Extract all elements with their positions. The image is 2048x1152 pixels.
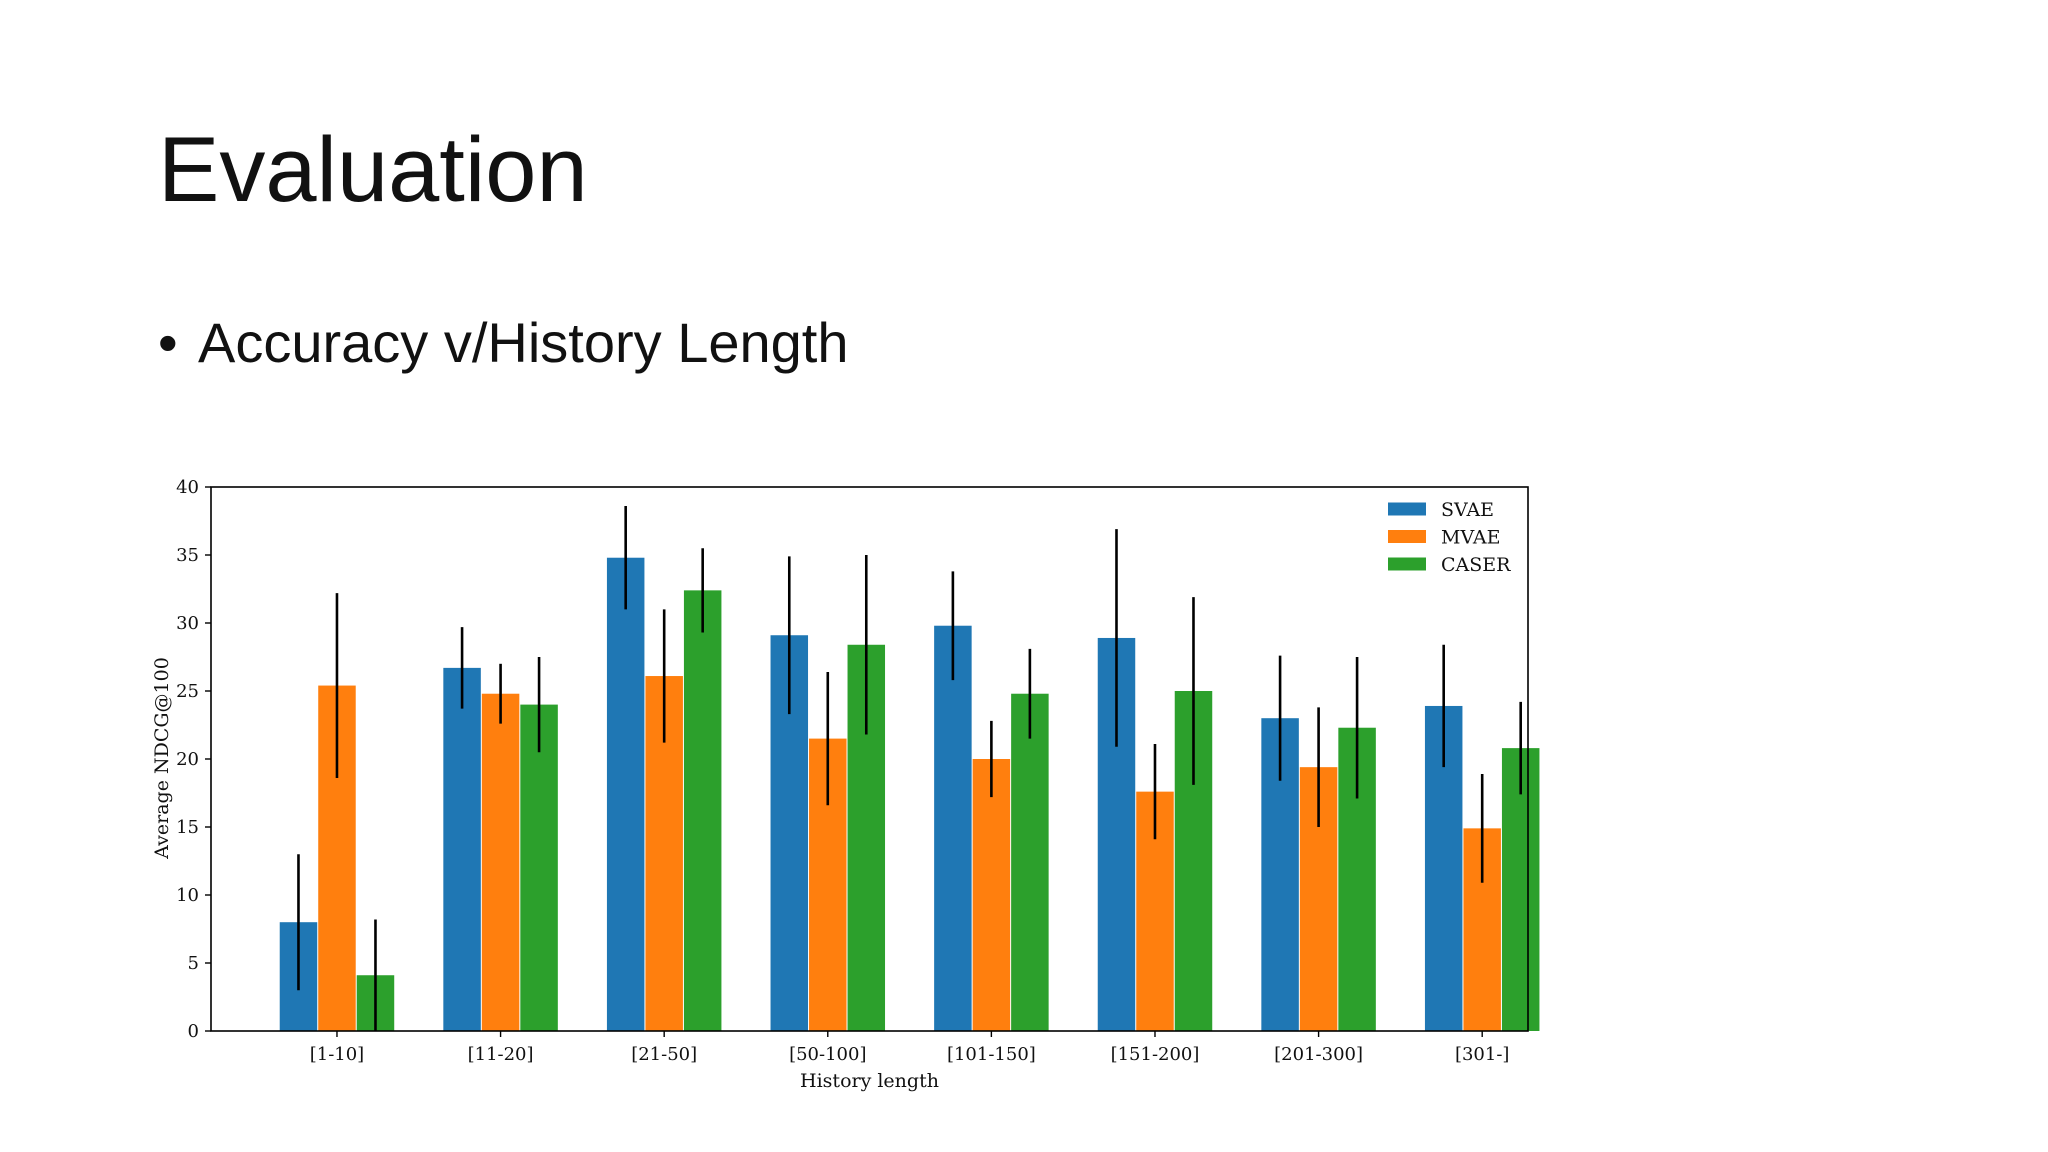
legend-swatch-caser (1388, 557, 1426, 571)
y-tick-label: 40 (176, 477, 199, 498)
bullet-text: Accuracy v/History Length (198, 311, 849, 374)
bars-layer (279, 557, 1540, 1031)
y-tick-label: 0 (188, 1021, 199, 1042)
bullet-item: • Accuracy v/History Length (158, 310, 848, 375)
y-tick-label: 25 (176, 681, 199, 702)
bar-mvae-2 (481, 693, 520, 1031)
legend-swatch-svae (1388, 502, 1426, 516)
y-tick-label: 5 (188, 953, 199, 974)
x-axis: [1-10] [11-20] [21-50] [50-100] [101-150] [15… (310, 1031, 1509, 1065)
x-axis-label: History length (800, 1070, 939, 1092)
legend-swatch-mvae (1388, 530, 1426, 543)
x-tick-label: [201-300] (1274, 1044, 1363, 1065)
bar-caser-5 (1011, 693, 1049, 1031)
bar-svae-3 (606, 557, 645, 1031)
legend: SVAE MVAE CASER (1388, 499, 1511, 576)
bar-svae-5 (934, 625, 972, 1031)
bar-caser-3 (683, 590, 722, 1031)
error-bars-layer (297, 506, 1522, 1031)
x-tick-label: [11-20] (468, 1044, 534, 1065)
x-tick-label: [50-100] (789, 1044, 866, 1065)
x-tick-label: [101-150] (947, 1044, 1036, 1065)
bullet-marker: • (158, 311, 178, 374)
legend-label-caser: CASER (1441, 554, 1511, 576)
y-tick-label: 35 (176, 545, 199, 566)
bar-caser-8 (1501, 748, 1540, 1031)
x-tick-label: [1-10] (310, 1044, 364, 1065)
bar-mvae-5 (972, 759, 1011, 1031)
y-tick-label: 10 (176, 885, 199, 906)
legend-label-svae: SVAE (1441, 499, 1494, 521)
x-tick-label: [21-50] (631, 1044, 697, 1065)
y-axis: 0 5 10 15 20 25 30 35 40 (176, 477, 211, 1042)
y-tick-label: 30 (176, 613, 199, 634)
x-tick-label: [301-] (1455, 1044, 1509, 1065)
bar-caser-2 (520, 704, 558, 1031)
legend-label-mvae: MVAE (1441, 527, 1500, 549)
slide-title: Evaluation (158, 119, 588, 221)
x-tick-label: [151-200] (1111, 1044, 1200, 1065)
y-axis-label: Average NDCG@100 (151, 657, 173, 860)
bar-svae-2 (443, 667, 481, 1031)
y-tick-label: 20 (176, 749, 199, 770)
y-tick-label: 15 (176, 817, 199, 838)
